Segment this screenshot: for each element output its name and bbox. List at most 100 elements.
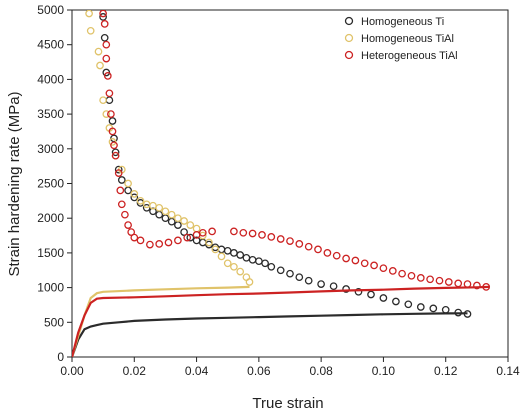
data-point — [416, 274, 425, 282]
data-point — [429, 304, 438, 313]
x-tick-label: 0.06 — [247, 364, 271, 378]
data-point — [295, 273, 304, 282]
data-point — [155, 210, 164, 219]
data-point — [304, 242, 313, 251]
data-point — [124, 221, 132, 229]
data-point — [198, 228, 207, 237]
data-point — [149, 207, 157, 216]
legend: Homogeneous Ti Homogeneous TiAl Heterogene… — [344, 16, 458, 62]
data-point — [102, 54, 111, 63]
data-point — [103, 72, 112, 80]
data-point — [130, 233, 139, 242]
data-point — [332, 251, 341, 260]
data-point — [223, 246, 232, 255]
data-point — [116, 186, 125, 195]
data-point — [379, 294, 388, 302]
data-point — [99, 13, 107, 21]
data-point — [146, 240, 154, 249]
y-tick-label: 0 — [57, 350, 64, 364]
y-tick-label: 500 — [44, 315, 64, 329]
legend-marker — [344, 16, 354, 26]
data-point — [105, 89, 114, 98]
data-point — [164, 238, 173, 247]
data-point — [94, 47, 103, 56]
data-point — [167, 217, 176, 226]
data-point — [155, 240, 164, 248]
data-point — [136, 236, 145, 245]
data-point — [342, 254, 350, 263]
data-point — [110, 141, 118, 150]
series-1 — [72, 10, 254, 357]
data-point — [111, 148, 120, 157]
x-tick-label: 0.10 — [372, 364, 396, 378]
data-point — [236, 251, 245, 259]
x-axis-title: True strain — [252, 395, 323, 412]
data-point — [174, 221, 182, 229]
data-point — [114, 169, 123, 177]
x-tick-label: 0.00 — [60, 364, 84, 378]
y-tick-label: 3000 — [37, 142, 64, 156]
plot-frame — [71, 9, 509, 358]
legend-label: Heterogeneous TiAl — [361, 50, 458, 62]
data-point — [174, 214, 182, 223]
data-point — [117, 176, 126, 184]
y-tick-label: 1500 — [37, 246, 64, 260]
data-point — [398, 269, 406, 278]
x-axis: 0.00 0.02 0.04 0.06 0.08 0.10 0.12 0.14 — [60, 357, 520, 378]
data-point — [267, 233, 276, 241]
x-tick-label: 0.08 — [309, 364, 333, 378]
legend-marker — [344, 33, 354, 43]
y-axis-title: Strain hardening rate (MPa) — [6, 91, 23, 276]
x-tick-label: 0.14 — [496, 364, 520, 378]
data-point — [248, 229, 257, 238]
data-point — [174, 236, 182, 245]
y-tick-label: 1000 — [37, 281, 64, 295]
data-point — [258, 231, 266, 239]
series-layer — [72, 10, 491, 357]
data-point — [102, 110, 111, 118]
data-point — [161, 214, 170, 223]
data-point — [342, 285, 350, 293]
series-line — [72, 285, 490, 357]
data-point — [130, 193, 139, 202]
data-point — [392, 297, 400, 306]
legend-label: Homogeneous Ti — [361, 16, 444, 28]
data-point — [130, 190, 139, 198]
data-point — [86, 26, 95, 35]
data-point — [211, 245, 220, 254]
data-point — [267, 262, 276, 271]
y-tick-label: 4500 — [37, 38, 64, 52]
series-0 — [72, 13, 472, 357]
y-tick-label: 3500 — [37, 107, 64, 121]
data-point — [295, 240, 304, 248]
y-tick-label: 2500 — [37, 177, 64, 191]
data-point — [183, 233, 192, 242]
data-point — [351, 256, 360, 265]
data-point — [463, 280, 472, 288]
data-point — [367, 290, 375, 299]
data-point — [167, 210, 176, 219]
data-point — [180, 217, 188, 225]
data-point — [192, 224, 201, 233]
data-point — [482, 283, 491, 291]
data-point — [441, 305, 450, 314]
data-point — [329, 282, 338, 291]
data-point — [314, 245, 322, 254]
data-point — [105, 96, 114, 105]
data-point — [99, 96, 107, 105]
data-point — [124, 186, 132, 195]
data-point — [276, 235, 285, 243]
data-point — [379, 264, 388, 273]
data-point — [245, 278, 254, 286]
data-point — [230, 262, 238, 271]
data-point — [230, 249, 238, 257]
data-point — [198, 238, 207, 247]
data-point — [444, 278, 453, 286]
data-point — [205, 238, 213, 247]
data-point — [276, 266, 285, 275]
data-point — [242, 253, 251, 262]
data-point — [186, 221, 195, 229]
data-point — [107, 110, 115, 118]
data-point — [323, 249, 332, 257]
